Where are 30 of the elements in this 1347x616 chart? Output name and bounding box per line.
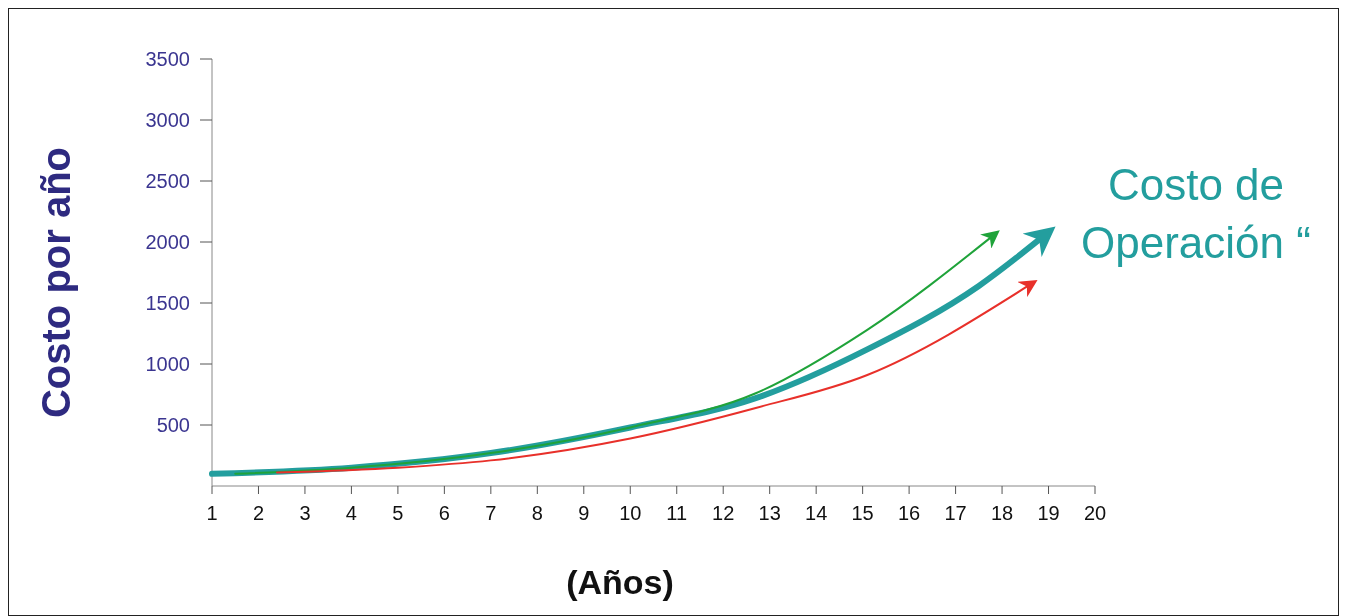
y-tick-label: 2000: [145, 231, 190, 253]
x-tick-label: 9: [578, 502, 590, 524]
y-tick-label: 3000: [145, 109, 190, 131]
x-tick-label: 11: [666, 502, 688, 524]
x-tick-label: 4: [345, 502, 357, 524]
y-axis-title: Costo por año: [34, 146, 78, 419]
x-tick-label: 7: [485, 502, 497, 524]
x-axis-title: (Años): [566, 563, 674, 601]
x-tick-label: 14: [805, 502, 828, 524]
x-tick-label: 8: [531, 502, 543, 524]
y-tick-label: 1500: [145, 292, 190, 314]
x-tick-label: 17: [944, 502, 967, 524]
x-tick-label: 16: [897, 502, 921, 524]
y-tick-label: 3500: [145, 48, 190, 70]
y-tick-label: 500: [156, 414, 190, 436]
x-tick-label: 1: [206, 502, 218, 524]
x-tick-label: 6: [438, 502, 450, 524]
x-tick-label: 3: [299, 502, 311, 524]
x-tick-label: 2: [252, 502, 265, 524]
x-tick-label: 5: [392, 502, 404, 524]
x-tick-label: 10: [619, 502, 642, 524]
x-tick-label: 13: [758, 502, 781, 524]
x-tick-label: 18: [990, 502, 1014, 524]
x-tick-label: 12: [712, 502, 735, 524]
x-tick-label: 19: [1037, 502, 1060, 524]
x-tick-label: 20: [1083, 502, 1107, 524]
annotation: Costo de Operación “: [1081, 160, 1311, 267]
x-tick-label: 15: [851, 502, 874, 524]
y-tick-label: 1000: [145, 353, 190, 375]
y-tick-label: 2500: [145, 170, 190, 192]
